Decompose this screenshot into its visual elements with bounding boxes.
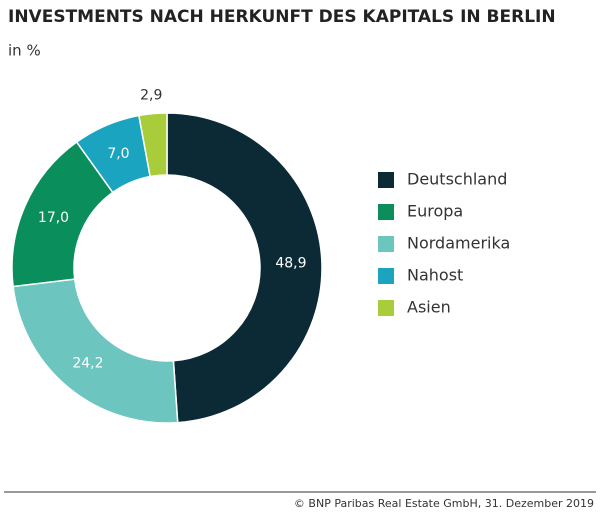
legend-swatch [378, 300, 394, 316]
legend-swatch [378, 204, 394, 220]
legend-label: Nordamerika [407, 234, 510, 253]
chart-subtitle: in % [8, 42, 41, 60]
legend-label: Deutschland [407, 170, 507, 189]
source: © BNP Paribas Real Estate GmbH, 31. Deze… [294, 497, 594, 510]
donut-slice [138, 112, 168, 178]
legend-label: Europa [407, 202, 463, 221]
legend-swatch [378, 172, 394, 188]
data-label: 17,0 [38, 210, 69, 226]
chart-title: INVESTMENTS NACH HERKUNFT DES KAPITALS I… [8, 7, 556, 27]
data-label: 7,0 [107, 146, 129, 162]
legend-label: Nahost [407, 266, 463, 285]
donut-slice [166, 112, 323, 424]
legend-label: Asien [407, 298, 451, 317]
donut-slice [12, 278, 179, 424]
data-label: 48,9 [275, 256, 306, 272]
data-label: 2,9 [140, 88, 162, 104]
data-label: 24,2 [72, 356, 103, 372]
legend-swatch [378, 236, 394, 252]
legend-swatch [378, 268, 394, 284]
